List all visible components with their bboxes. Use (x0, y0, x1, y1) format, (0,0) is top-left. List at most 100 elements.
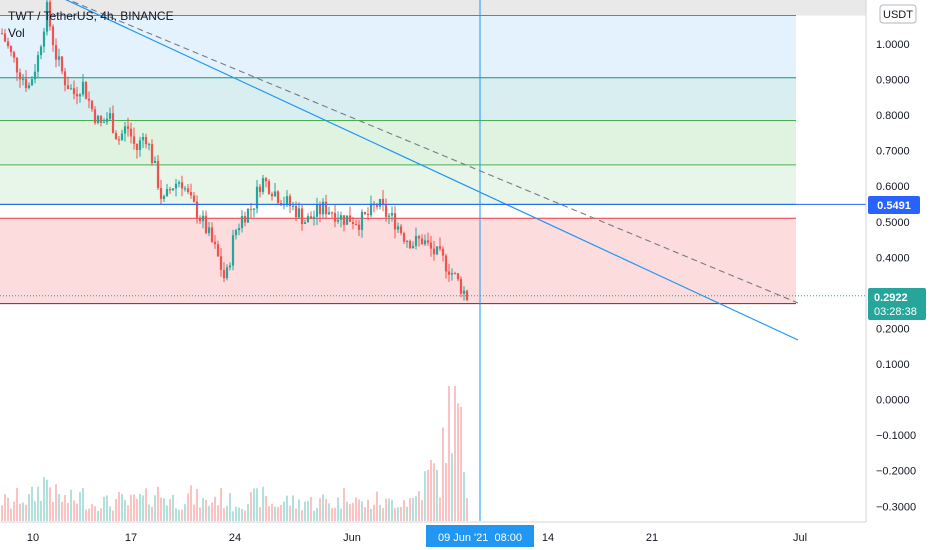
candle-body (354, 223, 358, 225)
candle-body (252, 208, 256, 210)
volume-bar (112, 510, 114, 521)
candle-body (129, 128, 133, 137)
candle-body (165, 188, 169, 197)
candle-body (126, 126, 130, 129)
volume-bar (28, 494, 30, 521)
volume-bar (79, 492, 81, 521)
symbol-title[interactable]: TWT / TetherUS, 4h, BINANCE (8, 9, 174, 23)
candle-body (309, 216, 313, 219)
candle-body (240, 216, 244, 229)
candle-body (273, 191, 277, 197)
volume-bar (235, 506, 237, 521)
volume-bar (145, 488, 147, 521)
candle-body (51, 26, 55, 46)
candle-body (153, 161, 157, 164)
time-tick-label: 14 (542, 532, 554, 544)
volume-bar (7, 497, 9, 521)
candle-body (39, 46, 43, 56)
volume-bar (439, 497, 441, 521)
candle-body (276, 191, 280, 203)
candle-body (6, 41, 10, 47)
volume-bar (49, 487, 51, 521)
candle-body (363, 211, 367, 214)
volume-bar (430, 459, 432, 521)
volume-bar (280, 504, 282, 521)
volume-bar (76, 503, 78, 521)
volume-bar (40, 500, 42, 521)
volume-bar (397, 507, 399, 521)
candle-body (177, 182, 181, 184)
candle-body (69, 88, 73, 90)
level-price-tag (868, 196, 920, 214)
candle-body (132, 136, 136, 144)
candle-body (348, 215, 352, 222)
volume-bar (268, 506, 270, 521)
price-tick-label: −0.2000 (876, 466, 916, 478)
volume-bar (241, 508, 243, 521)
candle-body (45, 1, 49, 32)
candle-body (417, 236, 421, 239)
candle-body (117, 139, 121, 141)
volume-bar (385, 498, 387, 521)
currency-badge[interactable] (879, 4, 917, 24)
volume-bar (136, 498, 138, 521)
volume-bar (319, 498, 321, 521)
volume-label: Vol (8, 26, 25, 40)
volume-bar (190, 485, 192, 521)
volume-bar (205, 499, 207, 521)
volume-bar (181, 509, 183, 521)
candle-body (393, 213, 397, 230)
candle-body (291, 205, 295, 207)
price-tick-label: 0.1000 (876, 359, 910, 371)
trendline-dashed[interactable] (45, 0, 799, 304)
candle-body (171, 188, 175, 191)
candle-body (216, 244, 220, 257)
candle-body (390, 213, 394, 216)
price-axis[interactable] (866, 0, 932, 522)
candle-body (72, 88, 76, 95)
candle-body (180, 182, 184, 189)
volume-bar (412, 497, 414, 521)
candle-body (270, 193, 274, 197)
volume-bar (157, 486, 159, 521)
candle-body (54, 45, 58, 60)
candle-body (141, 136, 145, 141)
volume-bar (208, 505, 210, 521)
volume-bar (199, 507, 201, 521)
volume-bar (451, 453, 453, 521)
level-price-text: 0.5491 (877, 200, 911, 212)
crosshair-date-box (426, 525, 534, 547)
volume-bar (331, 508, 333, 521)
candle-body (150, 144, 154, 164)
candle-body (288, 196, 292, 207)
volume-bar (22, 502, 24, 521)
candle-body (357, 224, 361, 230)
volume-bar (97, 511, 99, 521)
volume-bar (298, 499, 300, 521)
candle-body (24, 78, 28, 89)
candle-body (138, 140, 142, 151)
volume-bar (127, 505, 129, 521)
trendline-solid[interactable] (45, 0, 799, 341)
volume-bar (196, 489, 198, 521)
volume-bar (325, 499, 327, 521)
candle-body (90, 100, 94, 110)
candle-body (207, 227, 211, 234)
fib-zone-top (0, 0, 866, 16)
volume-bar (286, 495, 288, 521)
candle-body (231, 235, 235, 266)
volume-bar (340, 508, 342, 521)
volume-bar (154, 495, 156, 521)
volume-bar (193, 504, 195, 521)
candle-body (405, 240, 409, 242)
volume-bar (73, 500, 75, 521)
volume-bar (370, 508, 372, 521)
volume-bar (184, 504, 186, 521)
candle-body (249, 208, 253, 210)
volume-bar (229, 493, 231, 521)
volume-bar (427, 469, 429, 521)
candle-body (330, 212, 334, 214)
volume-bar (13, 501, 15, 521)
volume-bar (379, 504, 381, 521)
